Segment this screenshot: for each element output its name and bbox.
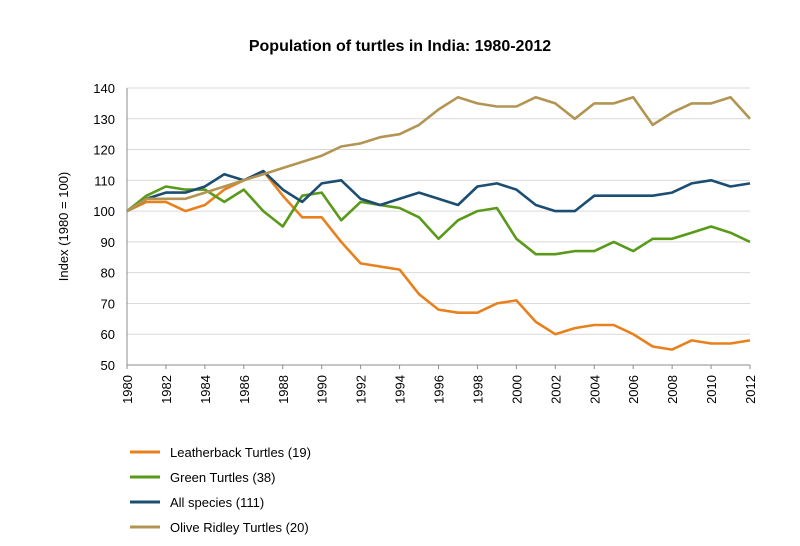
x-tick-label: 1996 xyxy=(432,375,447,404)
x-tick-label: 1994 xyxy=(393,375,408,404)
y-tick-label: 90 xyxy=(101,235,115,250)
y-tick-label: 140 xyxy=(93,81,115,96)
x-tick-label: 2000 xyxy=(509,375,524,404)
x-tick-label: 2010 xyxy=(704,375,719,404)
x-tick-label: 1980 xyxy=(120,375,135,404)
x-tick-label: 2006 xyxy=(626,375,641,404)
y-tick-label: 50 xyxy=(101,358,115,373)
y-axis-label: Index (1980 = 100) xyxy=(56,172,71,282)
series-line xyxy=(126,169,751,351)
x-tick-label: 2012 xyxy=(743,375,758,404)
legend-label: All species (111) xyxy=(170,495,264,510)
y-tick-label: 80 xyxy=(101,266,115,281)
legend-label: Green Turtles (38) xyxy=(170,470,276,485)
y-tick-label: 60 xyxy=(101,327,115,342)
legend-label: Leatherback Turtles (19) xyxy=(170,445,311,460)
y-tick-label: 110 xyxy=(94,173,115,188)
x-tick-label: 1988 xyxy=(276,375,291,404)
y-tick-label: 100 xyxy=(93,204,115,219)
series-line xyxy=(126,185,751,256)
x-tick-label: 2002 xyxy=(548,375,563,404)
x-tick-label: 1990 xyxy=(315,375,330,404)
y-tick-label: 130 xyxy=(93,112,115,127)
x-tick-label: 2008 xyxy=(665,375,680,404)
x-tick-label: 1982 xyxy=(159,375,174,404)
series-line xyxy=(126,169,751,213)
x-tick-label: 1986 xyxy=(237,375,252,404)
x-tick-label: 2004 xyxy=(587,375,602,404)
y-tick-label: 70 xyxy=(101,296,115,311)
x-tick-label: 1998 xyxy=(470,375,485,404)
x-tick-label: 1992 xyxy=(354,375,369,404)
legend-label: Olive Ridley Turtles (20) xyxy=(170,520,309,535)
series-line xyxy=(126,95,751,213)
y-tick-label: 120 xyxy=(93,143,115,158)
x-tick-label: 1984 xyxy=(198,375,213,404)
chart-title: Population of turtles in India: 1980-201… xyxy=(248,38,552,55)
